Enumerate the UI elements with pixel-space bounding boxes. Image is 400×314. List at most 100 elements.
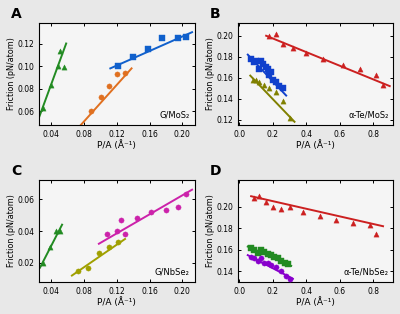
Point <box>316 213 323 218</box>
Point <box>266 86 273 91</box>
Point <box>183 34 190 39</box>
Point <box>115 64 122 69</box>
Point <box>122 232 128 237</box>
Point <box>114 72 120 77</box>
Point <box>251 256 258 261</box>
Point <box>380 83 386 88</box>
Text: C: C <box>11 164 22 178</box>
Point <box>253 58 259 63</box>
Point <box>40 106 46 111</box>
Point <box>248 56 254 61</box>
Point <box>74 268 81 273</box>
Point <box>96 251 102 256</box>
Text: α-Te/NbSe₂: α-Te/NbSe₂ <box>343 268 388 277</box>
Point <box>285 261 291 266</box>
Text: B: B <box>210 7 220 21</box>
X-axis label: P/A (Å⁻¹): P/A (Å⁻¹) <box>98 140 136 150</box>
Point <box>163 208 169 213</box>
Point <box>356 67 363 72</box>
Point <box>260 62 266 67</box>
Point <box>122 70 128 75</box>
Point <box>283 273 289 278</box>
Point <box>254 258 261 263</box>
Point <box>266 33 273 38</box>
Point <box>251 59 258 64</box>
Point <box>134 216 140 221</box>
Text: G/NbSe₂: G/NbSe₂ <box>155 268 190 277</box>
Point <box>278 207 284 212</box>
Point <box>280 98 286 103</box>
Point <box>106 244 112 249</box>
X-axis label: P/A (Å⁻¹): P/A (Å⁻¹) <box>296 297 335 307</box>
Point <box>250 77 256 82</box>
Point <box>266 72 273 77</box>
Point <box>268 262 274 267</box>
Point <box>273 79 279 84</box>
X-axis label: P/A (Å⁻¹): P/A (Å⁻¹) <box>296 140 335 150</box>
Y-axis label: Friction (pN/atom): Friction (pN/atom) <box>206 38 215 111</box>
X-axis label: P/A (Å⁻¹): P/A (Å⁻¹) <box>98 297 136 307</box>
Point <box>88 109 94 114</box>
Point <box>60 65 67 70</box>
Point <box>159 35 165 41</box>
Point <box>373 231 380 236</box>
Point <box>47 244 53 249</box>
Point <box>258 247 264 252</box>
Point <box>333 217 340 222</box>
Text: A: A <box>11 7 22 21</box>
Point <box>56 229 63 234</box>
Point <box>373 72 380 77</box>
Point <box>265 260 271 265</box>
Point <box>256 194 263 199</box>
Point <box>265 67 271 72</box>
Point <box>118 217 124 222</box>
Point <box>115 240 122 245</box>
Point <box>104 232 110 237</box>
Point <box>97 94 104 99</box>
Point <box>261 249 268 254</box>
Point <box>248 255 254 260</box>
Point <box>300 210 306 215</box>
Point <box>145 47 151 52</box>
Point <box>268 253 274 258</box>
Point <box>48 83 55 88</box>
Point <box>270 77 276 82</box>
Point <box>52 229 59 234</box>
Point <box>276 84 283 89</box>
Point <box>263 199 269 204</box>
Point <box>278 269 284 274</box>
Point <box>256 79 263 84</box>
Point <box>280 86 286 91</box>
Point <box>281 260 288 265</box>
Point <box>350 220 356 225</box>
Point <box>254 251 261 256</box>
Point <box>56 49 63 54</box>
Y-axis label: Friction (pN/atom): Friction (pN/atom) <box>7 38 16 111</box>
Point <box>340 62 346 68</box>
Point <box>273 90 279 95</box>
Point <box>366 223 373 228</box>
Point <box>40 260 46 265</box>
Point <box>270 204 276 209</box>
Text: D: D <box>210 164 221 178</box>
Point <box>286 204 293 209</box>
Point <box>258 256 264 261</box>
Point <box>258 58 264 63</box>
Point <box>290 46 296 51</box>
Point <box>261 83 268 88</box>
Point <box>248 245 254 250</box>
Point <box>175 35 181 41</box>
Text: G/MoS₂: G/MoS₂ <box>160 111 190 120</box>
Point <box>263 65 269 70</box>
Point <box>303 50 310 55</box>
Point <box>251 196 258 201</box>
Point <box>148 209 154 214</box>
Point <box>183 192 190 197</box>
Point <box>268 70 274 75</box>
Point <box>114 229 120 234</box>
Point <box>85 265 92 270</box>
Point <box>275 256 281 261</box>
Point <box>286 276 293 281</box>
Point <box>265 252 271 257</box>
Point <box>55 64 61 69</box>
